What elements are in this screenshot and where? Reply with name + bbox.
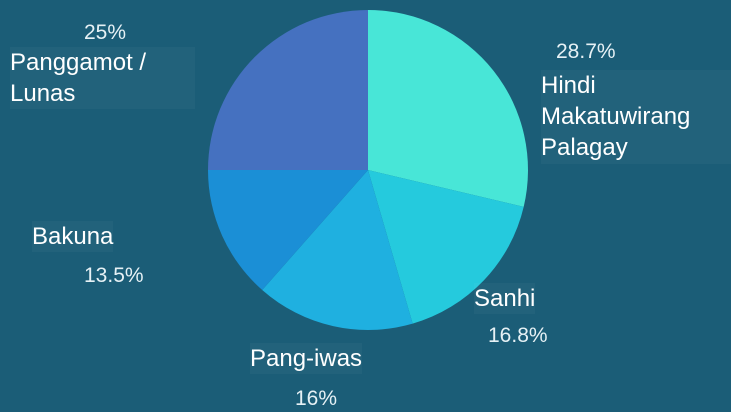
slice-label: Panggamot / Lunas: [10, 47, 195, 109]
value-label: 28.7%: [556, 40, 616, 63]
pie-slice: [208, 10, 368, 170]
slice-label: Sanhi: [474, 283, 535, 314]
slice-label: Bakuna: [32, 221, 113, 252]
value-label: 16%: [295, 387, 338, 410]
value-label: 13.5%: [84, 264, 144, 287]
slice-label: Hindi Makatuwirang Palagay: [541, 70, 731, 164]
pie-slice: [262, 170, 413, 330]
value-label: 16.8%: [488, 324, 548, 347]
slice-label: Pang-iwas: [250, 343, 362, 374]
pie-slice: [368, 170, 524, 324]
value-label: 25%: [84, 21, 127, 44]
pie-slice: [208, 170, 368, 291]
pie-slice: [368, 10, 528, 207]
